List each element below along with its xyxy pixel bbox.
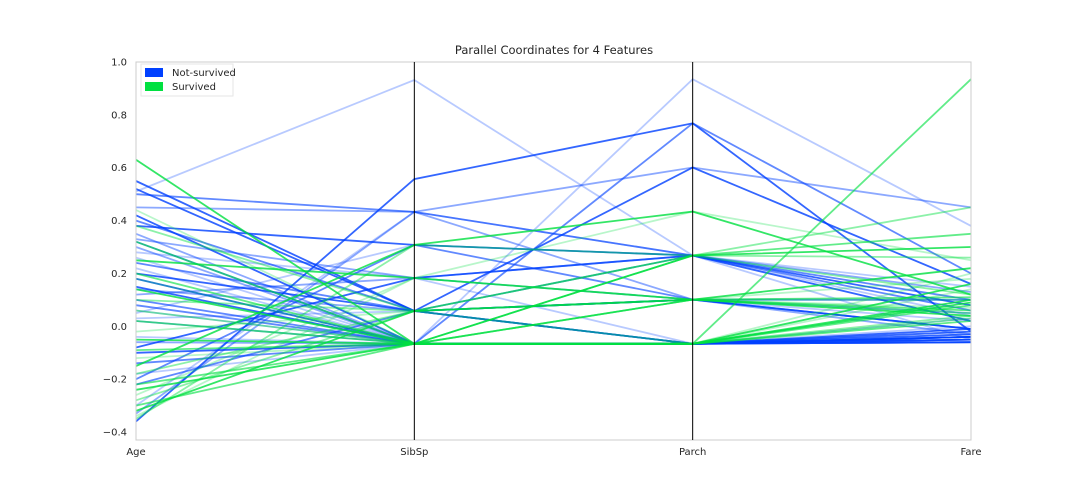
data-line: [135, 254, 972, 402]
data-line: [135, 296, 972, 345]
data-line: [135, 238, 972, 293]
legend-label-survived: Survived: [172, 82, 216, 93]
data-line: [135, 122, 972, 423]
data-line: [135, 78, 972, 345]
y-tick-label: 1.0: [111, 58, 127, 69]
y-tick-label: 0.4: [111, 216, 127, 227]
data-line: [135, 259, 972, 317]
data-line: [135, 309, 972, 345]
axes: −0.4 −0.2 0.0 0.2 0.4 0.6 0.8 1.0 Age SibSp Parch F…: [103, 58, 982, 459]
legend-swatch-not-survived: [145, 68, 163, 77]
plot-frame: [135, 61, 972, 441]
data-line: [135, 298, 972, 333]
data-line: [135, 267, 972, 412]
legend: Not-survived Survived: [140, 63, 236, 97]
x-tick-label-age: Age: [126, 447, 145, 458]
x-tick-label-parch: Parch: [679, 447, 706, 458]
data-lines: [135, 78, 972, 423]
data-line: [135, 246, 972, 345]
legend-label-not-survived: Not-survived: [172, 68, 236, 79]
data-line: [135, 225, 972, 322]
y-tick-label: 0.6: [111, 163, 127, 174]
y-tick-label: −0.4: [103, 428, 127, 439]
legend-swatch-survived: [145, 82, 163, 91]
y-tick-label: 0.0: [111, 322, 127, 333]
series-survived: [135, 78, 972, 420]
data-line: [135, 254, 972, 349]
data-line: [135, 78, 972, 317]
x-tick-label-sibsp: SibSp: [400, 447, 428, 458]
data-line: [135, 210, 972, 367]
x-tick-label-fare: Fare: [960, 447, 981, 458]
data-line: [135, 243, 972, 314]
y-tick-label: −0.2: [103, 375, 127, 386]
data-line: [135, 206, 972, 314]
data-line: [135, 225, 972, 312]
y-tick-label: 0.8: [111, 110, 127, 121]
chart-title: Parallel Coordinates for 4 Features: [455, 43, 653, 57]
data-line: [135, 209, 972, 345]
data-line: [135, 320, 972, 351]
y-tick-label: 0.2: [111, 269, 127, 280]
